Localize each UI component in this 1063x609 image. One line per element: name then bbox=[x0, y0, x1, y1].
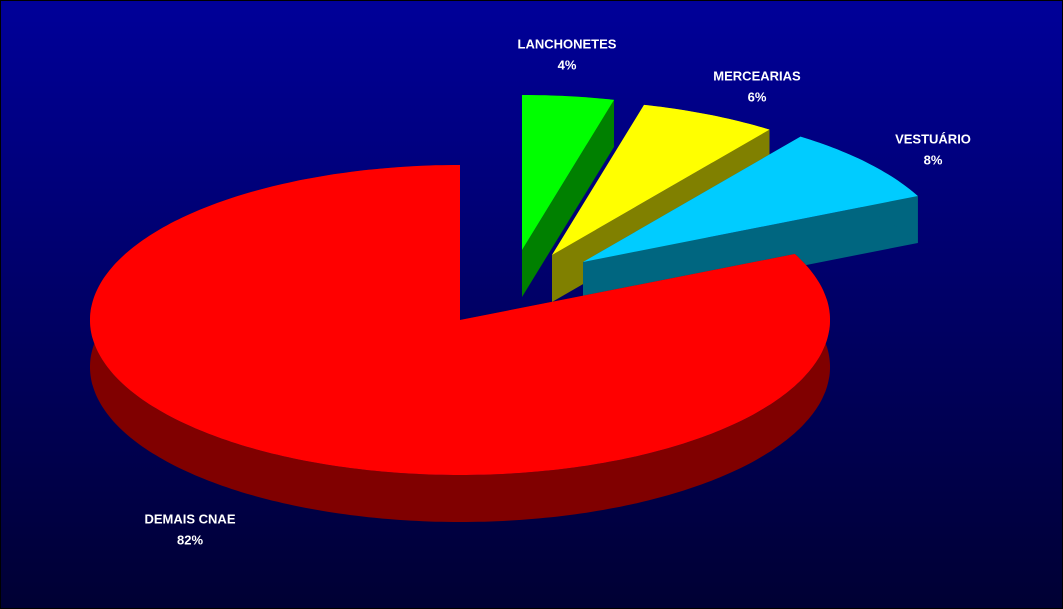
slice bbox=[552, 104, 770, 256]
slice-value-label: 8% bbox=[924, 152, 943, 167]
slice-label: VESTUÁRIO bbox=[895, 131, 971, 146]
slice-value-label: 6% bbox=[748, 89, 767, 104]
slice-value-label: 82% bbox=[177, 532, 203, 547]
slice-label: DEMAIS CNAE bbox=[144, 511, 235, 526]
slice bbox=[90, 165, 830, 475]
slice bbox=[522, 95, 614, 250]
slice bbox=[583, 136, 918, 262]
slice-value-label: 4% bbox=[558, 57, 577, 72]
slice-label: LANCHONETES bbox=[518, 36, 617, 51]
slice-label: MERCEARIAS bbox=[713, 68, 801, 83]
slice-side bbox=[522, 99, 614, 298]
